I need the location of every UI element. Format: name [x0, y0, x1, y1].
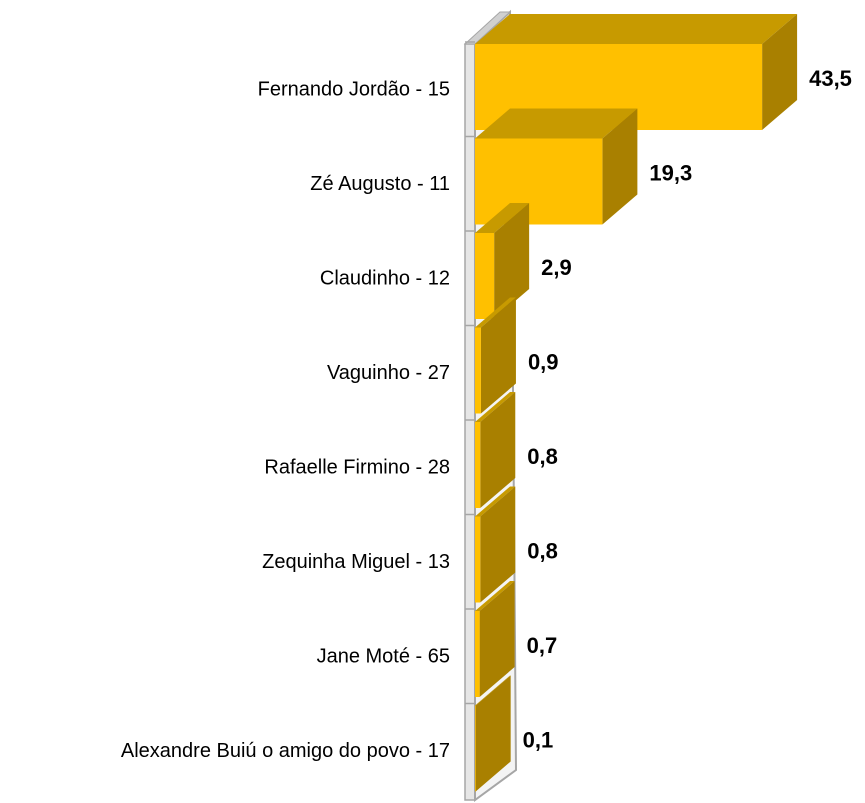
bar-top: [475, 675, 511, 706]
bar-side: [480, 486, 516, 603]
bar: [475, 422, 481, 508]
wall-front: [464, 43, 476, 801]
value-label: 0,8: [527, 444, 558, 469]
category-label: Zé Augusto - 11: [310, 173, 450, 195]
value-label: 2,9: [541, 255, 572, 280]
value-label: 43,5: [809, 66, 852, 91]
category-label: Zequinha Miguel - 13: [262, 551, 450, 573]
bar: [475, 138, 603, 225]
bar-top: [475, 392, 516, 422]
category-label: Jane Moté - 65: [317, 645, 450, 667]
bar: [475, 516, 481, 603]
bar-top: [475, 297, 516, 328]
bar: [475, 705, 476, 792]
value-label: 0,7: [527, 633, 558, 658]
value-label: 0,9: [528, 349, 559, 374]
category-label: Vaguinho - 27: [327, 362, 450, 384]
bar: [475, 233, 495, 319]
category-label: Rafaelle Firmino - 28: [264, 456, 450, 478]
bar-side: [479, 581, 515, 697]
value-label: 0,1: [523, 727, 554, 752]
value-label: 19,3: [649, 160, 692, 185]
bar-side: [475, 675, 511, 792]
bar: [475, 327, 481, 414]
bar: [475, 611, 480, 697]
bar-side: [480, 297, 516, 414]
bar-top: [475, 203, 530, 233]
category-label: Alexandre Buiú o amigo do povo - 17: [121, 740, 450, 762]
bar-top: [475, 581, 515, 611]
bar-side: [480, 392, 516, 508]
value-label: 0,8: [527, 538, 558, 563]
bar-side: [602, 108, 638, 225]
wall-top: [463, 11, 512, 45]
bar-top: [475, 486, 516, 517]
bar-side: [494, 203, 530, 319]
bar-side: [762, 14, 798, 130]
category-label: Claudinho - 12: [320, 267, 450, 289]
category-label: Fernando Jordão - 15: [258, 78, 450, 100]
bar-top: [475, 108, 638, 139]
bar-top: [475, 14, 798, 44]
